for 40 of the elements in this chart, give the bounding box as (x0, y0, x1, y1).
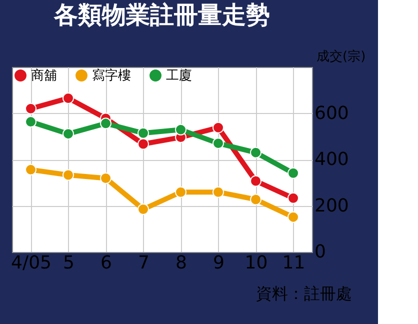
x-tick-label: 7 (138, 252, 150, 274)
point (138, 203, 149, 215)
point (62, 169, 74, 181)
point (212, 122, 224, 134)
point (62, 128, 74, 140)
x-tick-label: 8 (176, 252, 187, 274)
point (288, 192, 299, 204)
legend-label: 工廈 (166, 68, 192, 84)
text: 資料：註冊處 (256, 284, 352, 303)
point (212, 138, 224, 150)
legend-label: 商舖 (31, 68, 57, 84)
point (25, 164, 36, 176)
point (288, 167, 299, 179)
x-tick-label: 11 (282, 252, 306, 274)
point (62, 92, 74, 104)
point (25, 102, 36, 114)
point (250, 194, 262, 206)
y-tick-label: 200 (314, 195, 349, 216)
point (100, 118, 112, 130)
point (100, 172, 112, 184)
x-tick-label: 4/05 (11, 252, 52, 274)
legend-label: 寫字樓 (92, 68, 131, 84)
y-tick-label: 0 (314, 242, 326, 262)
point (25, 116, 36, 128)
x-tick-label: 9 (213, 252, 224, 274)
x-tick-label: 10 (244, 252, 268, 274)
point (212, 186, 224, 198)
point (175, 124, 186, 136)
point (288, 211, 299, 223)
point (175, 186, 186, 198)
point (138, 138, 149, 150)
point (138, 127, 149, 139)
x-tick-label: 5 (63, 252, 74, 274)
y-tick-label: 400 (314, 149, 349, 170)
y-axis-title: 成交(宗) (316, 48, 366, 64)
chart-title: 各類物業註冊量走勢 (53, 1, 270, 29)
point (250, 175, 262, 187)
x-tick-label: 6 (100, 252, 112, 274)
y-tick-label: 600 (314, 102, 349, 124)
point (250, 146, 262, 158)
